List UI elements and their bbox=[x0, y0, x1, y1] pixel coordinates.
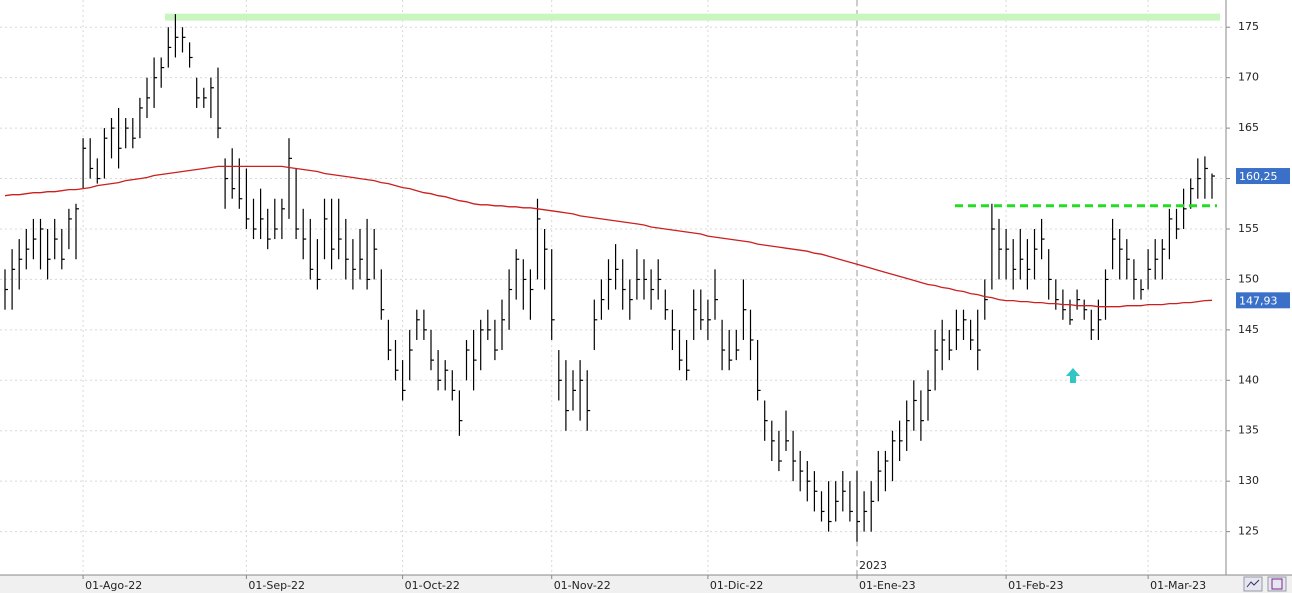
y-tick-label: 155 bbox=[1238, 222, 1259, 235]
plot bbox=[4, 13, 1220, 542]
y-tick-label: 170 bbox=[1238, 71, 1259, 84]
year-label: 2023 bbox=[859, 559, 887, 572]
ma-last-label: 147,93 bbox=[1239, 294, 1278, 307]
x-tick-label: 01-Sep-22 bbox=[248, 579, 305, 592]
y-tick-label: 130 bbox=[1238, 474, 1259, 487]
x-tick-label: 01-Ene-23 bbox=[859, 579, 916, 592]
y-tick-label: 145 bbox=[1238, 323, 1259, 336]
y-tick-label: 135 bbox=[1238, 424, 1259, 437]
y-tick-label: 140 bbox=[1238, 373, 1259, 386]
x-tick-label: 01-Mar-23 bbox=[1150, 579, 1206, 592]
x-tick-label: 01-Oct-22 bbox=[405, 579, 460, 592]
toolbar-icon bbox=[1246, 579, 1260, 588]
x-axis-band bbox=[0, 575, 1292, 593]
last-price-label: 160,25 bbox=[1239, 170, 1278, 183]
moving-average bbox=[4, 165, 1213, 308]
y-tick-label: 125 bbox=[1238, 525, 1259, 538]
y-tick-label: 150 bbox=[1238, 272, 1259, 285]
grid bbox=[0, 0, 1226, 575]
toolbar-icon bbox=[1271, 578, 1283, 590]
x-tick-label: 01-Ago-22 bbox=[85, 579, 142, 592]
last-price-box bbox=[1236, 168, 1290, 185]
arrow-marker bbox=[1066, 368, 1080, 383]
x-tick-label: 01-Feb-23 bbox=[1008, 579, 1063, 592]
y-tick-label: 175 bbox=[1238, 20, 1259, 33]
x-tick-label: 01-Dic-22 bbox=[710, 579, 764, 592]
x-tick-label: 01-Nov-22 bbox=[554, 579, 611, 592]
y-tick-label: 165 bbox=[1238, 121, 1259, 134]
ma-last-box bbox=[1236, 292, 1290, 309]
